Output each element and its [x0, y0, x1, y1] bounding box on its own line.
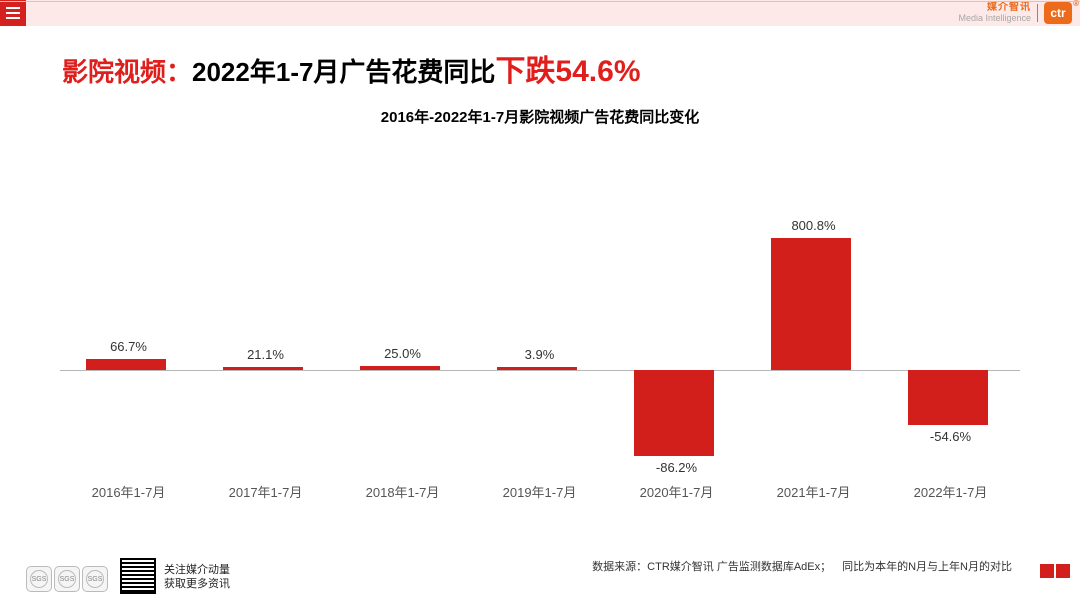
- bar-value-label: 3.9%: [471, 347, 608, 362]
- bar-value-label: 25.0%: [334, 346, 471, 361]
- title-prefix: 影院视频：: [62, 57, 192, 87]
- sgs-badges: SGS SGS SGS: [26, 566, 108, 592]
- category-label: 2022年1-7月: [882, 482, 1019, 501]
- category-label: 2016年1-7月: [60, 482, 197, 501]
- bar-value-label: 66.7%: [60, 339, 197, 354]
- chart-column: 800.8% 2021年1-7月: [745, 160, 882, 520]
- qr-caption-line1: 关注媒介动量: [164, 563, 230, 577]
- chart-bar: [360, 366, 440, 370]
- top-bar: 媒介智讯 Media Intelligence ctr: [0, 0, 1080, 26]
- chart-column: -54.6% 2022年1-7月: [882, 160, 1019, 520]
- chart-bar: [497, 367, 577, 370]
- bar-value-label: 21.1%: [197, 347, 334, 362]
- bar-value-label: -86.2%: [608, 460, 745, 475]
- data-source-note: 数据来源：CTR媒介智讯 广告监测数据库AdEx； 同比为本年的N月与上年N月的…: [592, 558, 1012, 574]
- chart-bar: [771, 238, 851, 370]
- top-hairline: [0, 1, 1080, 2]
- chart-column: 21.1% 2017年1-7月: [197, 160, 334, 520]
- category-label: 2019年1-7月: [471, 482, 608, 501]
- sgs-badge-icon: SGS: [54, 566, 80, 592]
- sgs-badge-icon: SGS: [82, 566, 108, 592]
- page-title: 影院视频：2022年1-7月广告花费同比下跌54.6%: [62, 46, 641, 90]
- chart-column: 25.0% 2018年1-7月: [334, 160, 471, 520]
- brand-cn: 媒介智讯: [958, 2, 1031, 13]
- chart-column: 66.7% 2016年1-7月: [60, 160, 197, 520]
- qr-caption: 关注媒介动量 获取更多资讯: [164, 563, 230, 591]
- brand-en: Media Intelligence: [958, 13, 1031, 24]
- chart-bar: [86, 359, 166, 370]
- category-label: 2017年1-7月: [197, 482, 334, 501]
- chart-title: 2016年-2022年1-7月影院视频广告花费同比变化: [0, 106, 1080, 127]
- sgs-badge-icon: SGS: [26, 566, 52, 592]
- chart-bar: [223, 367, 303, 370]
- bar-value-label: 800.8%: [745, 218, 882, 233]
- category-label: 2021年1-7月: [745, 482, 882, 501]
- title-suffix: 下跌54.6%: [495, 55, 640, 88]
- category-label: 2018年1-7月: [334, 482, 471, 501]
- chart-bar: [634, 370, 714, 456]
- category-label: 2020年1-7月: [608, 482, 745, 501]
- bar-value-label: -54.6%: [882, 429, 1019, 444]
- menu-icon[interactable]: [0, 0, 26, 26]
- chart-column: 3.9% 2019年1-7月: [471, 160, 608, 520]
- brand: 媒介智讯 Media Intelligence ctr: [958, 2, 1072, 24]
- bar-chart: 66.7% 2016年1-7月 21.1% 2017年1-7月 25.0% 2018年1-…: [60, 160, 1020, 520]
- title-mid: 2022年1-7月广告花费同比: [192, 57, 495, 87]
- brand-separator: [1037, 4, 1038, 22]
- brand-text: 媒介智讯 Media Intelligence: [958, 2, 1031, 24]
- chart-bar: [908, 370, 988, 425]
- footer-swatch-icon: [1040, 564, 1070, 578]
- qr-code-icon: [120, 558, 156, 594]
- qr-caption-line2: 获取更多资讯: [164, 577, 230, 591]
- brand-logo-icon: ctr: [1044, 2, 1072, 24]
- chart-column: -86.2% 2020年1-7月: [608, 160, 745, 520]
- slide-root: { "brand": { "cn": "媒介智讯", "en": "Media …: [0, 0, 1080, 608]
